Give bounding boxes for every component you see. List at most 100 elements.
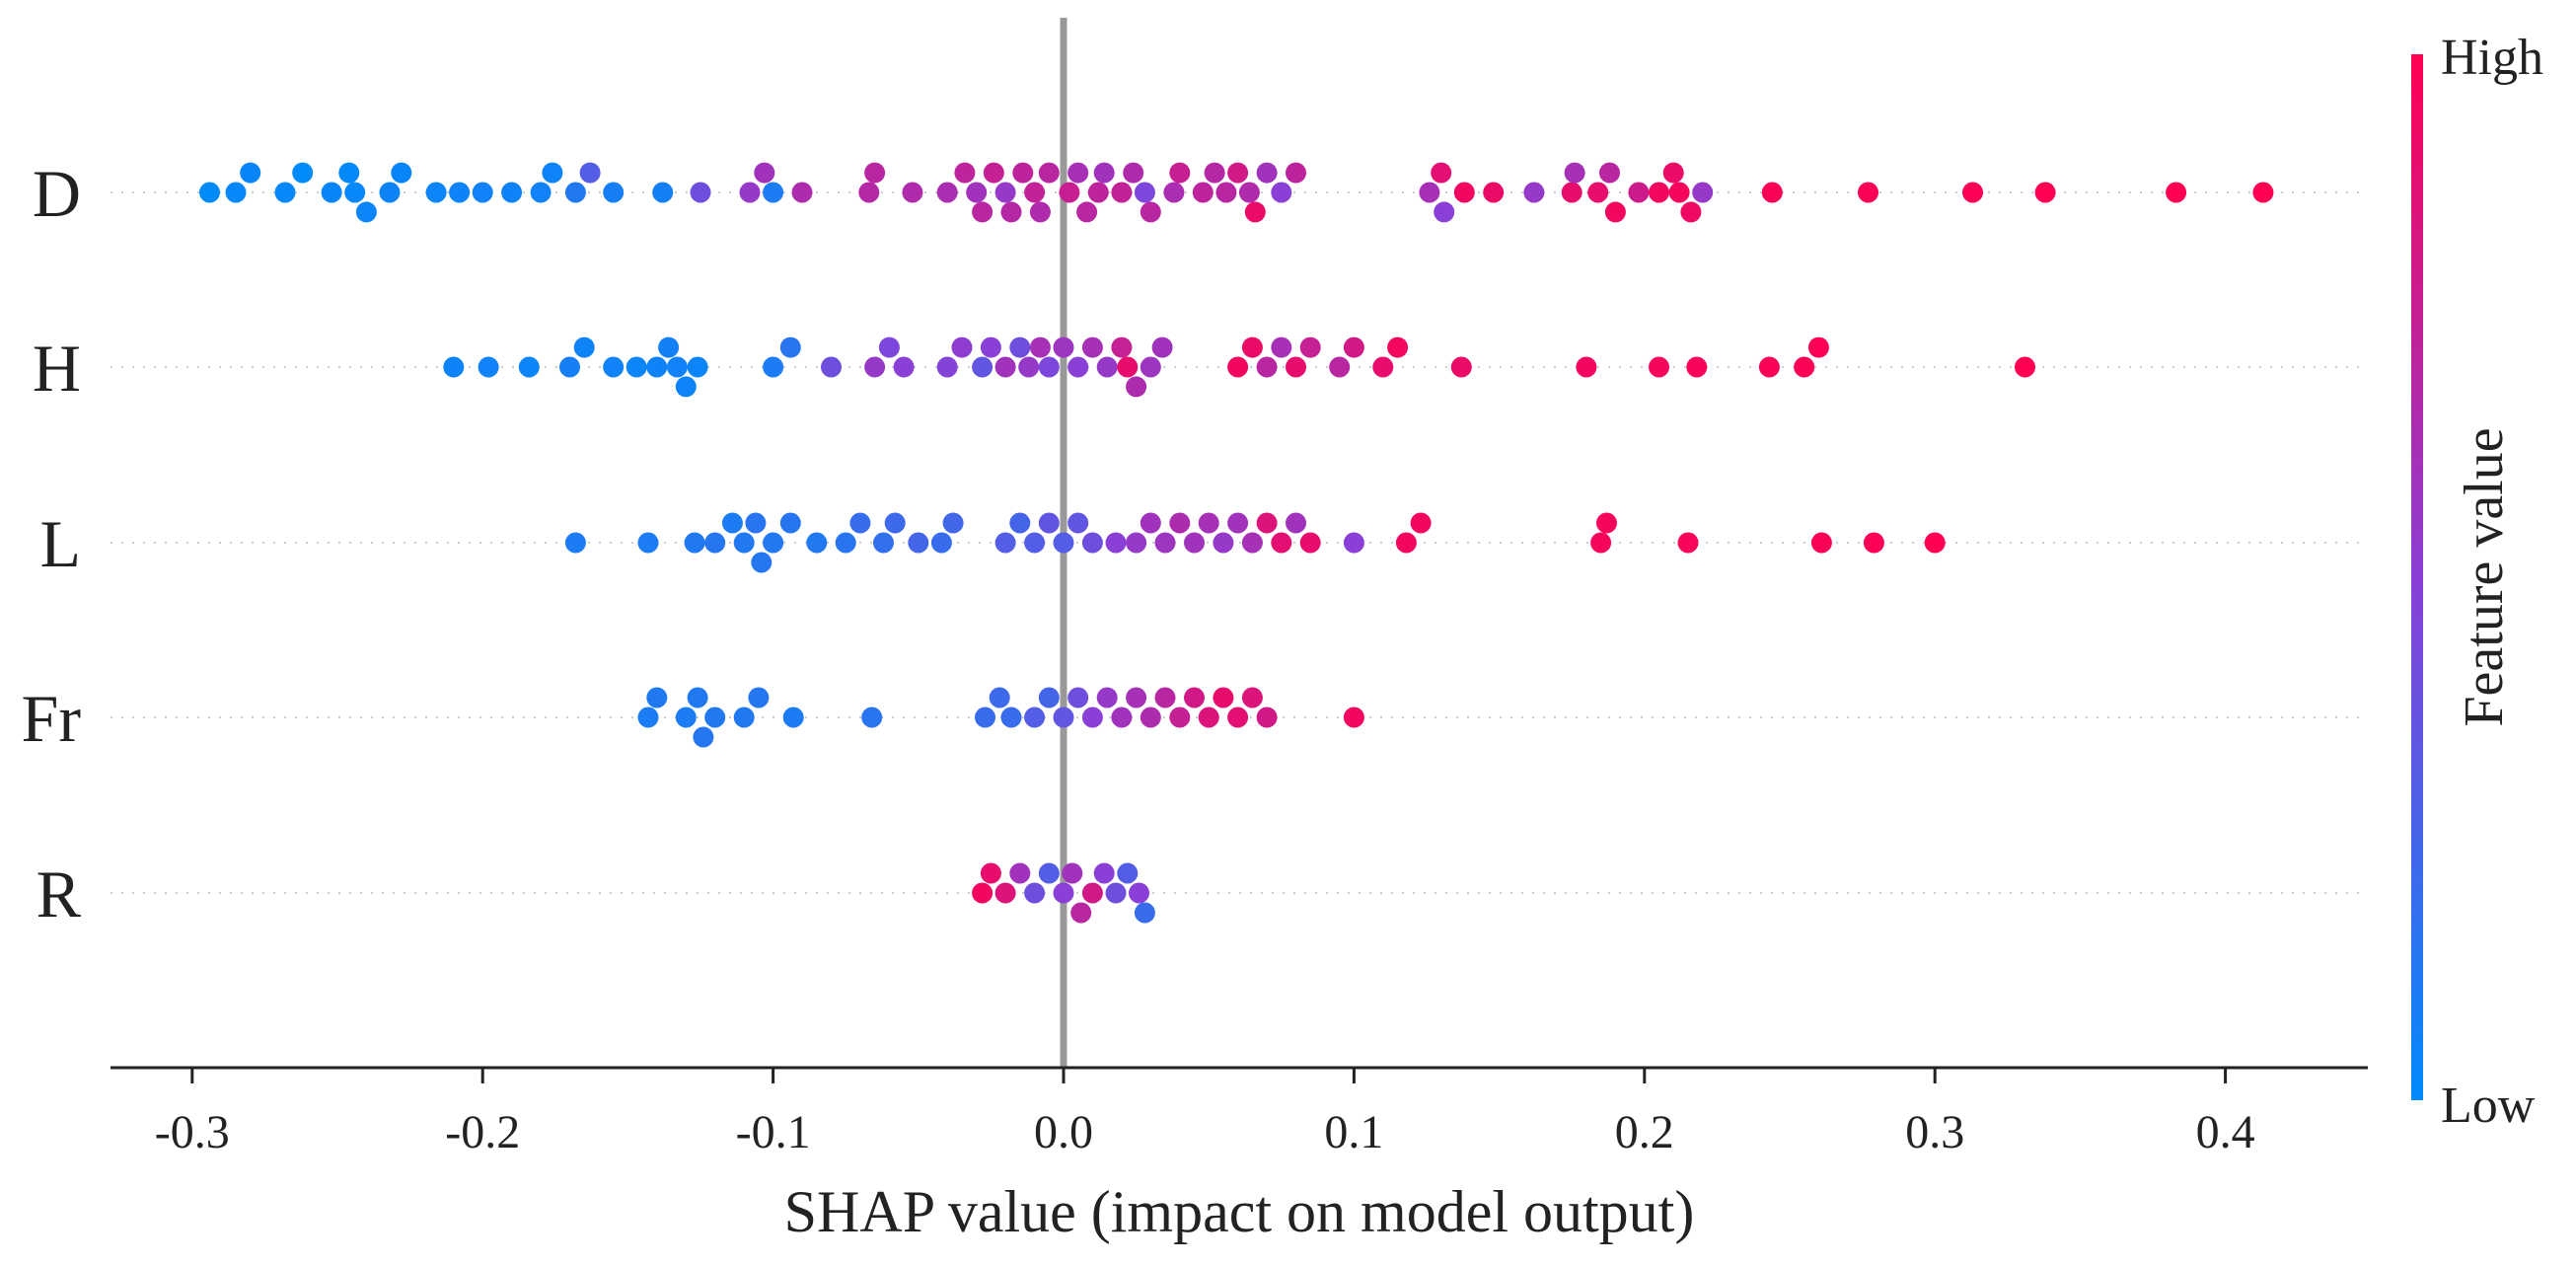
shap-point-fr-26 [1213,687,1234,708]
shap-point-d-55 [1238,182,1260,203]
shap-point-h-49 [1686,356,1708,378]
shap-point-h-51 [1794,356,1815,378]
colorbar-title: Feature value [2454,427,2515,726]
shap-point-fr-8 [782,707,804,728]
x-tick-label: 0.1 [1324,1106,1383,1158]
shap-point-d-72 [1649,182,1669,203]
shap-point-fr-18 [1096,687,1118,708]
shap-point-l-22 [1053,532,1074,554]
shap-point-d-49 [1163,182,1185,203]
shap-point-d-70 [1604,201,1626,223]
shap-point-fr-14 [1038,687,1060,708]
shap-point-r-11 [1105,882,1127,904]
shap-point-r-0 [972,882,994,904]
shap-point-l-15 [908,532,929,554]
shap-point-r-5 [1038,862,1060,884]
shap-point-d-10 [391,162,412,184]
shap-point-r-1 [980,862,1001,884]
shap-point-h-13 [779,336,801,358]
colorbar-low-label: Low [2441,1078,2536,1134]
shap-point-l-45 [1810,532,1832,554]
shap-point-d-44 [1093,162,1115,184]
feature-label-r: R [37,856,82,931]
shap-point-d-45 [1111,182,1133,203]
shap-point-l-17 [942,512,964,534]
feature-labels: D H L Fr R [22,156,82,931]
shap-point-l-3 [704,532,726,554]
shap-point-l-20 [1024,532,1046,554]
feature-label-d: D [33,156,81,231]
x-tick-label: 0.3 [1905,1106,1964,1158]
shap-point-h-8 [658,336,680,358]
shap-point-h-44 [1372,356,1394,378]
shap-point-h-10 [675,376,697,398]
shap-point-l-10 [806,532,828,554]
shap-point-h-29 [1081,336,1103,358]
shap-point-d-33 [983,162,1004,184]
shap-point-d-60 [1419,182,1440,203]
shap-point-l-16 [930,532,952,554]
shap-point-d-27 [864,162,886,184]
shap-point-l-39 [1343,532,1364,554]
shap-point-d-53 [1215,182,1237,203]
shap-point-d-58 [1271,182,1292,203]
shap-point-l-43 [1596,512,1617,534]
shap-point-l-38 [1299,532,1321,554]
shap-point-d-20 [652,182,674,203]
shap-point-h-2 [518,356,540,378]
shap-point-h-33 [1126,376,1147,398]
shap-point-d-28 [902,182,923,203]
shap-point-fr-2 [675,707,697,728]
shap-point-h-35 [1151,336,1173,358]
shap-point-l-5 [733,532,755,554]
shap-point-h-37 [1241,336,1263,358]
shap-point-d-21 [690,182,711,203]
shap-point-d-23 [754,162,775,184]
shap-point-h-22 [994,356,1016,378]
shap-point-d-69 [1599,162,1620,184]
shap-point-h-20 [972,356,994,378]
shap-point-r-3 [1009,862,1031,884]
shap-point-fr-15 [1053,707,1074,728]
shap-point-fr-11 [989,687,1010,708]
x-tick-label: 0.2 [1615,1106,1674,1158]
shap-point-l-12 [849,512,871,534]
shap-point-h-26 [1038,356,1060,378]
shap-point-h-30 [1096,356,1118,378]
shap-point-d-48 [1140,201,1161,223]
shap-point-d-25 [791,182,813,203]
feature-label-fr: Fr [22,681,82,756]
shap-point-fr-20 [1126,687,1147,708]
shap-point-l-36 [1271,532,1292,554]
shap-point-d-9 [379,182,401,203]
shap-point-d-77 [1761,182,1783,203]
shap-point-fr-5 [704,707,726,728]
shap-point-l-14 [884,512,906,534]
x-tick-label: 0.4 [2196,1106,2255,1158]
shap-point-d-80 [2034,182,2056,203]
shap-points [199,162,2274,924]
shap-point-fr-13 [1024,707,1046,728]
x-axis-label: SHAP value (impact on model output) [784,1179,1695,1244]
shap-point-h-45 [1387,336,1409,358]
shap-point-fr-4 [693,726,714,748]
shap-point-l-9 [779,512,801,534]
shap-point-d-65 [1523,182,1545,203]
shap-point-h-36 [1227,356,1249,378]
shap-point-d-29 [936,182,958,203]
shap-point-l-1 [637,532,659,554]
shap-point-d-62 [1434,201,1455,223]
shap-point-h-14 [821,356,842,378]
shap-point-d-64 [1483,182,1505,203]
shap-point-h-18 [936,356,958,378]
feature-label-l: L [39,506,81,581]
shap-point-d-74 [1668,182,1690,203]
shap-point-l-24 [1081,532,1103,554]
shap-point-h-23 [1009,336,1031,358]
shap-point-fr-10 [975,707,995,728]
colorbar-high-label: High [2441,30,2543,86]
shap-point-r-4 [1024,882,1046,904]
shap-point-d-16 [542,162,563,184]
shap-point-d-46 [1123,162,1144,184]
